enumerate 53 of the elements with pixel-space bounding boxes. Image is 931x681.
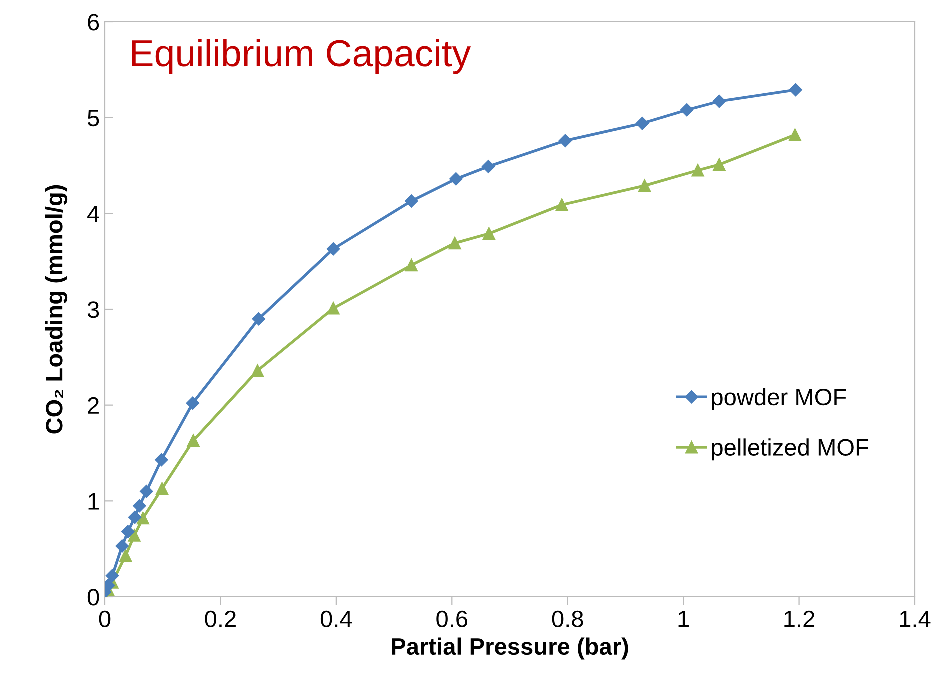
point <box>251 364 264 378</box>
point <box>128 510 142 524</box>
point <box>120 550 132 562</box>
point <box>405 194 418 208</box>
point <box>558 134 572 148</box>
point <box>106 569 120 583</box>
y-tick-label: 2 <box>88 397 99 414</box>
point <box>448 237 462 250</box>
point <box>405 259 418 272</box>
point <box>187 434 200 448</box>
point <box>128 529 141 542</box>
x-tick-label: 1.2 <box>784 610 815 628</box>
legend-label: pelletized MOF <box>712 438 869 461</box>
y-tick-label: 5 <box>88 110 100 127</box>
x-tick-label: 0 <box>99 610 111 628</box>
point <box>116 540 129 553</box>
x-axis-title: Partial Pressure (bar) <box>392 638 628 660</box>
point <box>556 198 568 212</box>
point <box>327 302 340 315</box>
point <box>713 158 726 172</box>
legend-label: powder MOF <box>712 388 846 410</box>
point <box>680 104 694 117</box>
point <box>638 180 652 192</box>
point <box>692 164 704 177</box>
x-tick-label: 0.2 <box>205 610 236 628</box>
chart-title: Equilibrium Capacity <box>132 39 472 74</box>
point <box>155 453 168 467</box>
point <box>482 160 496 174</box>
x-tick-label: 1.4 <box>900 611 931 628</box>
point <box>140 484 154 498</box>
y-tick-label: 4 <box>88 206 100 222</box>
x-tick-label: 0.8 <box>552 610 584 628</box>
point <box>133 499 146 513</box>
point <box>122 525 135 538</box>
point <box>712 94 726 108</box>
point <box>788 128 802 142</box>
y-tick-label: 0 <box>88 589 100 606</box>
point <box>636 116 650 130</box>
point <box>156 482 169 495</box>
y-axis-title: CO₂ Loading (mmol/g) <box>45 185 68 434</box>
point <box>252 312 266 326</box>
x-tick-label: 0.4 <box>320 610 352 628</box>
point <box>136 512 150 525</box>
point <box>482 228 496 240</box>
point <box>326 242 340 256</box>
point <box>450 172 463 186</box>
point <box>789 83 802 97</box>
x-tick-label: 1 <box>678 611 689 628</box>
y-tick-label: 6 <box>88 14 100 31</box>
y-tick-label: 1 <box>88 493 99 510</box>
y-tick-label: 3 <box>88 302 100 318</box>
x-tick-label: 0.6 <box>436 610 468 628</box>
point <box>186 396 200 410</box>
